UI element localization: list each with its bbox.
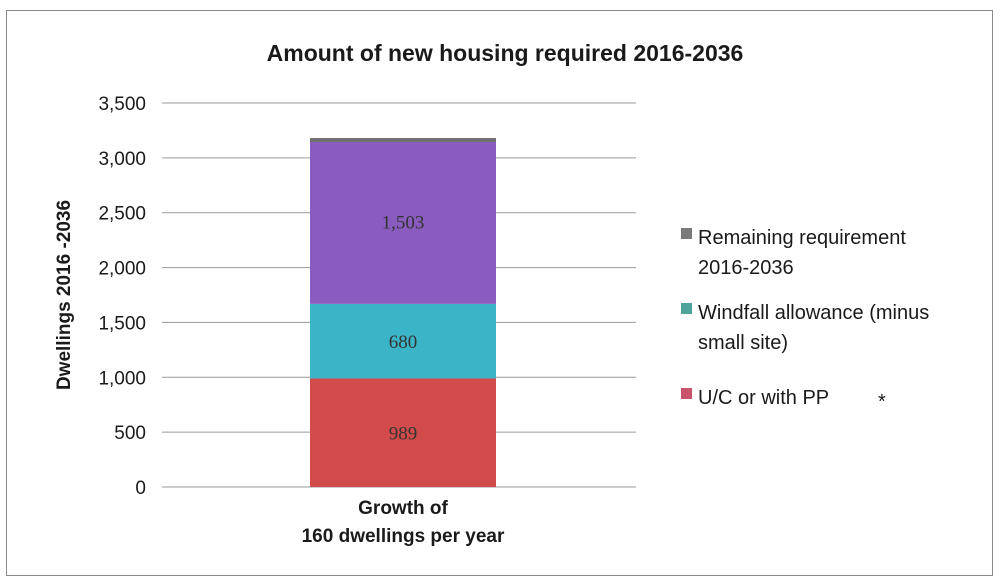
legend-swatch (681, 388, 692, 399)
y-tick-label: 3,000 (98, 149, 146, 170)
y-tick-label: 1,000 (98, 368, 146, 389)
y-tick-label: 3,500 (98, 94, 146, 115)
x-tick-label: 160 dwellings per year (302, 526, 505, 547)
legend-label: U/C or with PP (698, 387, 829, 409)
legend-swatch (681, 228, 692, 239)
x-tick-label: Growth of (358, 498, 448, 519)
legend-label: small site) (698, 332, 788, 354)
data-label: 680 (389, 332, 418, 353)
bar-top-cap (310, 137, 496, 142)
y-axis-label: Dwellings 2016 -2036 (54, 200, 75, 390)
bar-segment (310, 303, 496, 379)
legend-label: * (878, 391, 886, 413)
legend-label: Windfall allowance (minus (698, 302, 929, 324)
data-label: 989 (389, 424, 418, 445)
y-tick-label: 500 (114, 423, 146, 444)
bar-segment (310, 378, 496, 487)
data-label: 1,503 (382, 212, 425, 233)
chart-title: Amount of new housing required 2016-2036 (267, 40, 744, 66)
bar-segment (310, 138, 496, 304)
legend-label: 2016-2036 (698, 257, 794, 279)
y-tick-label: 0 (135, 478, 146, 499)
chart-frame (6, 10, 993, 576)
y-tick-label: 1,500 (98, 313, 146, 334)
y-tick-label: 2,500 (98, 204, 146, 225)
legend-label: Remaining requirement (698, 227, 906, 249)
y-tick-label: 2,000 (98, 259, 146, 280)
legend-swatch (681, 303, 692, 314)
